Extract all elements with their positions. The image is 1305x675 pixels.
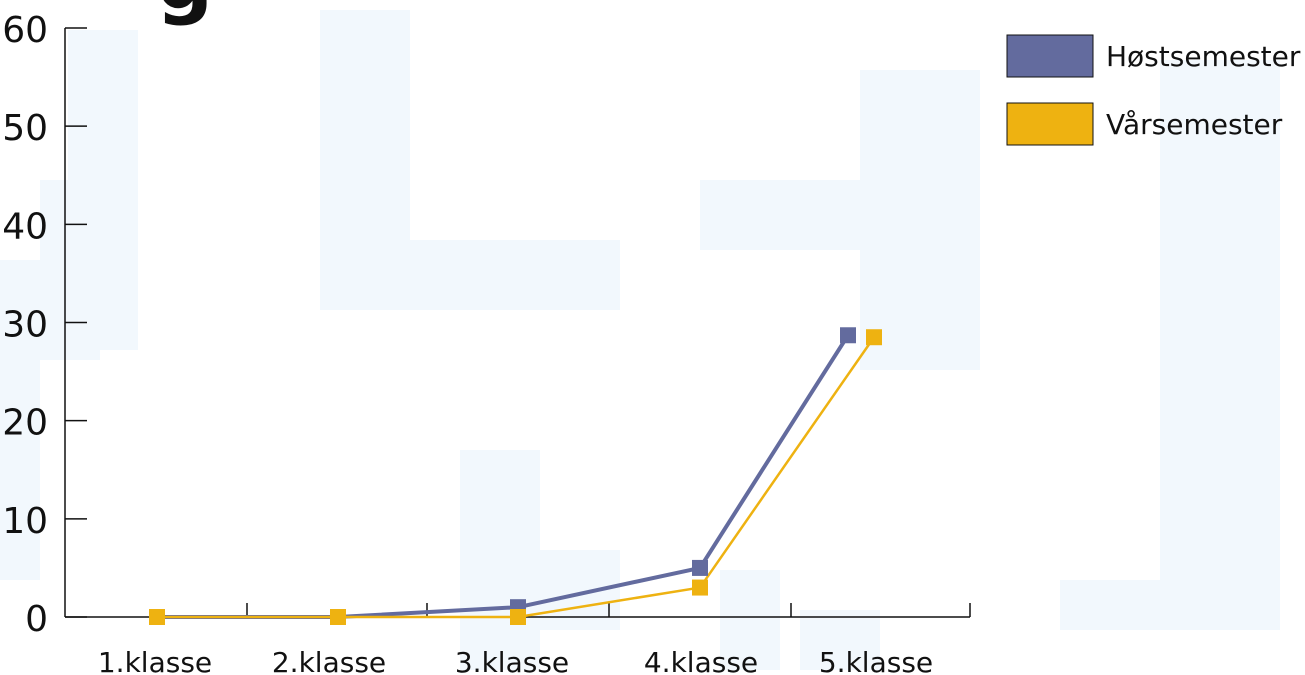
legend-swatch-1 — [1006, 34, 1094, 78]
x-tick-label: 1.klasse — [98, 646, 212, 675]
data-point-2-3 — [510, 609, 526, 625]
y-tick-label: 30 — [2, 305, 48, 346]
x-tick-label: 3.klasse — [455, 646, 569, 675]
data-point-2-2 — [330, 609, 346, 625]
data-point-2-4 — [692, 579, 708, 596]
y-tick-label: 50 — [2, 108, 48, 149]
data-point-1-4 — [692, 559, 708, 576]
series-line-1 — [157, 334, 850, 619]
legend: Høstsemester Vårsemester — [1006, 34, 1301, 146]
y-tick-label: 20 — [2, 403, 48, 444]
axes: 0 10 20 30 40 50 60 1.klasse 2.klasse 3.klasse 4.k… — [2, 10, 971, 675]
x-tick-label: 4.klasse — [644, 646, 758, 675]
series-lines — [157, 334, 876, 619]
series-markers — [149, 327, 882, 625]
y-tick-label: 40 — [2, 206, 48, 247]
y-tick-label: 0 — [25, 599, 48, 640]
legend-label-1: Høstsemester — [1106, 40, 1301, 73]
legend-swatch-2 — [1006, 102, 1094, 146]
x-tick-label: 2.klasse — [272, 646, 386, 675]
x-tick-label: 5.klasse — [819, 646, 933, 675]
data-point-1-5 — [840, 327, 856, 344]
y-tick-label: 10 — [2, 501, 48, 542]
data-point-2-5 — [866, 329, 882, 346]
legend-label-2: Vårsemester — [1106, 108, 1283, 141]
y-tick-label: 60 — [2, 10, 48, 51]
series-line-2 — [157, 336, 876, 619]
data-point-2-1 — [149, 609, 165, 625]
title-fragment: g — [156, 0, 213, 27]
